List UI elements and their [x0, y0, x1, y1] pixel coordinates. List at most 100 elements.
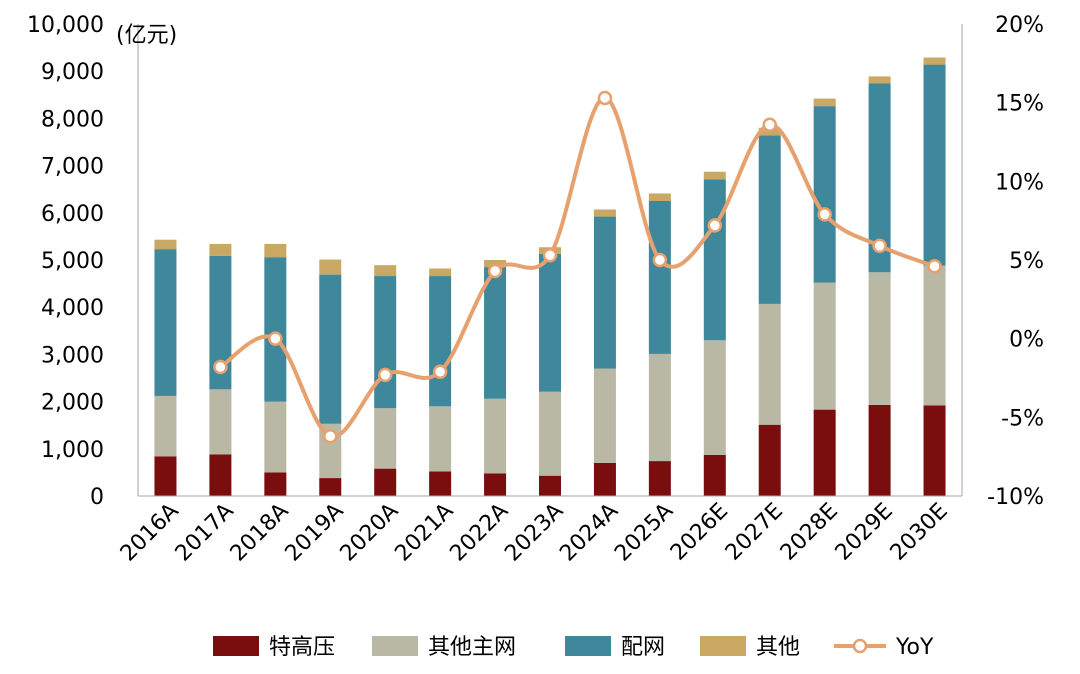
bar-2026E-series-0: [703, 454, 726, 496]
x-tick-label-2021A: 2021A: [390, 499, 458, 567]
x-tick-label-2020A: 2020A: [336, 499, 404, 567]
bar-2017A-series-0: [209, 454, 232, 496]
bar-2023A-series-2: [539, 253, 561, 392]
y-right-tick-label: 10%: [995, 170, 1044, 195]
y-left-tick-label: 8,000: [41, 107, 104, 132]
bar-2020A-series-0: [374, 468, 397, 496]
legend-label-2: 配网: [621, 635, 665, 660]
bar-2019A-series-3: [319, 259, 342, 275]
x-tick-label-2027E: 2027E: [721, 499, 788, 566]
bar-2021A-series-2: [429, 276, 452, 407]
bar-2017A-series-3: [209, 243, 232, 256]
bar-2027E-series-0: [758, 424, 781, 496]
bar-2019A-series-2: [319, 274, 342, 424]
bar-2027E-series-2: [758, 135, 781, 304]
bar-2024A-series-0: [593, 462, 616, 496]
yoy-line: [219, 95, 936, 439]
bar-2024A-series-3: [593, 209, 616, 217]
legend-label-yoy: YoY: [895, 635, 934, 660]
yoy-point-2021A: [432, 364, 448, 379]
legend-swatch-1: [372, 636, 418, 656]
bar-2026E-series-1: [703, 340, 726, 455]
yoy-point-2030E: [927, 259, 942, 274]
bar-2028E-series-0: [813, 409, 836, 496]
yoy-point-2017A: [213, 359, 228, 375]
bar-2017A-series-2: [209, 255, 232, 390]
bar-2017A-series-1: [209, 389, 232, 455]
bar-2018A-series-2: [264, 257, 287, 402]
bar-2021A-series-3: [429, 268, 452, 277]
bar-2025A-series-3: [648, 193, 671, 201]
bar-2016A-series-0: [154, 456, 177, 496]
yoy-point-2025A: [652, 252, 668, 268]
x-tick-label-2018A: 2018A: [226, 499, 294, 567]
bar-2029E-series-1: [868, 272, 891, 405]
bar-2020A-series-3: [374, 265, 397, 277]
bar-2025A-series-1: [648, 353, 671, 462]
yoy-point-2026E: [707, 218, 723, 233]
bar-2022A-series-1: [484, 398, 507, 474]
y-left-tick-label: 6,000: [41, 202, 104, 227]
y-right-tick-label: 20%: [995, 13, 1044, 38]
bar-2016A-series-2: [154, 249, 177, 396]
bar-2030E-series-1: [923, 265, 946, 406]
bar-2023A-series-1: [539, 391, 561, 476]
y-left-tick-label: 7,000: [41, 155, 104, 180]
yoy-point-2022A: [487, 263, 503, 279]
yoy-point-2024A: [597, 90, 613, 106]
bar-2029E-series-0: [868, 404, 891, 496]
y-left-tick-label: 9,000: [41, 60, 104, 85]
legend-label-3: 其他: [756, 635, 800, 660]
y-left-tick-label: 1,000: [41, 438, 104, 463]
bar-2018A-series-0: [264, 472, 287, 496]
y-right-tick-label: -5%: [1001, 406, 1044, 431]
bar-2016A-series-1: [154, 395, 177, 457]
bar-2025A-series-2: [648, 201, 671, 354]
x-tick-label-2029E: 2029E: [831, 499, 898, 566]
y-left-tick-label: 4,000: [41, 296, 104, 321]
bar-2019A-series-0: [319, 478, 342, 496]
y-left-tick-label: 10,000: [27, 13, 104, 38]
x-tick-label-2025A: 2025A: [610, 499, 678, 567]
bar-2023A-series-0: [539, 475, 561, 496]
yoy-point-2027E: [762, 117, 777, 132]
yoy-point-2020A: [377, 367, 393, 383]
bar-2018A-series-1: [264, 401, 287, 473]
legend-label-0: 特高压: [269, 635, 335, 660]
y-left-tick-label: 3,000: [41, 343, 104, 368]
x-tick-label-2016A: 2016A: [116, 499, 184, 567]
bar-2027E-series-1: [758, 303, 781, 425]
y-right-tick-label: -10%: [987, 485, 1044, 510]
legend-yoy-marker: [852, 638, 868, 654]
bar-2016A-series-3: [154, 239, 177, 250]
bar-2021A-series-0: [429, 471, 452, 496]
y-right-tick-label: 15%: [995, 92, 1044, 117]
x-tick-label-2024A: 2024A: [555, 499, 623, 567]
bar-2022A-series-0: [484, 473, 507, 496]
bar-2030E-series-2: [923, 64, 946, 266]
y-left-unit-label: (亿元): [116, 23, 177, 48]
yoy-point-2023A: [542, 248, 558, 263]
bar-2020A-series-1: [374, 408, 397, 469]
bar-2021A-series-1: [429, 406, 452, 472]
bar-2030E-series-3: [923, 57, 946, 65]
bar-2024A-series-1: [593, 368, 616, 463]
x-tick-label-2019A: 2019A: [281, 499, 349, 567]
bar-2029E-series-3: [868, 76, 891, 84]
bar-2026E-series-3: [703, 171, 726, 180]
legend-swatch-2: [565, 636, 611, 656]
bar-2024A-series-2: [593, 216, 616, 369]
legend-label-1: 其他主网: [428, 635, 516, 660]
bar-2030E-series-0: [923, 405, 946, 496]
x-tick-label-2022A: 2022A: [445, 499, 513, 567]
yoy-point-2018A: [268, 331, 283, 346]
bar-2022A-series-2: [484, 267, 507, 399]
bar-2028E-series-2: [813, 106, 836, 283]
bar-2026E-series-2: [703, 179, 726, 341]
bar-2029E-series-2: [868, 83, 891, 273]
yoy-point-2029E: [872, 238, 887, 254]
bar-2020A-series-2: [374, 276, 397, 409]
x-tick-label-2023A: 2023A: [500, 499, 568, 567]
